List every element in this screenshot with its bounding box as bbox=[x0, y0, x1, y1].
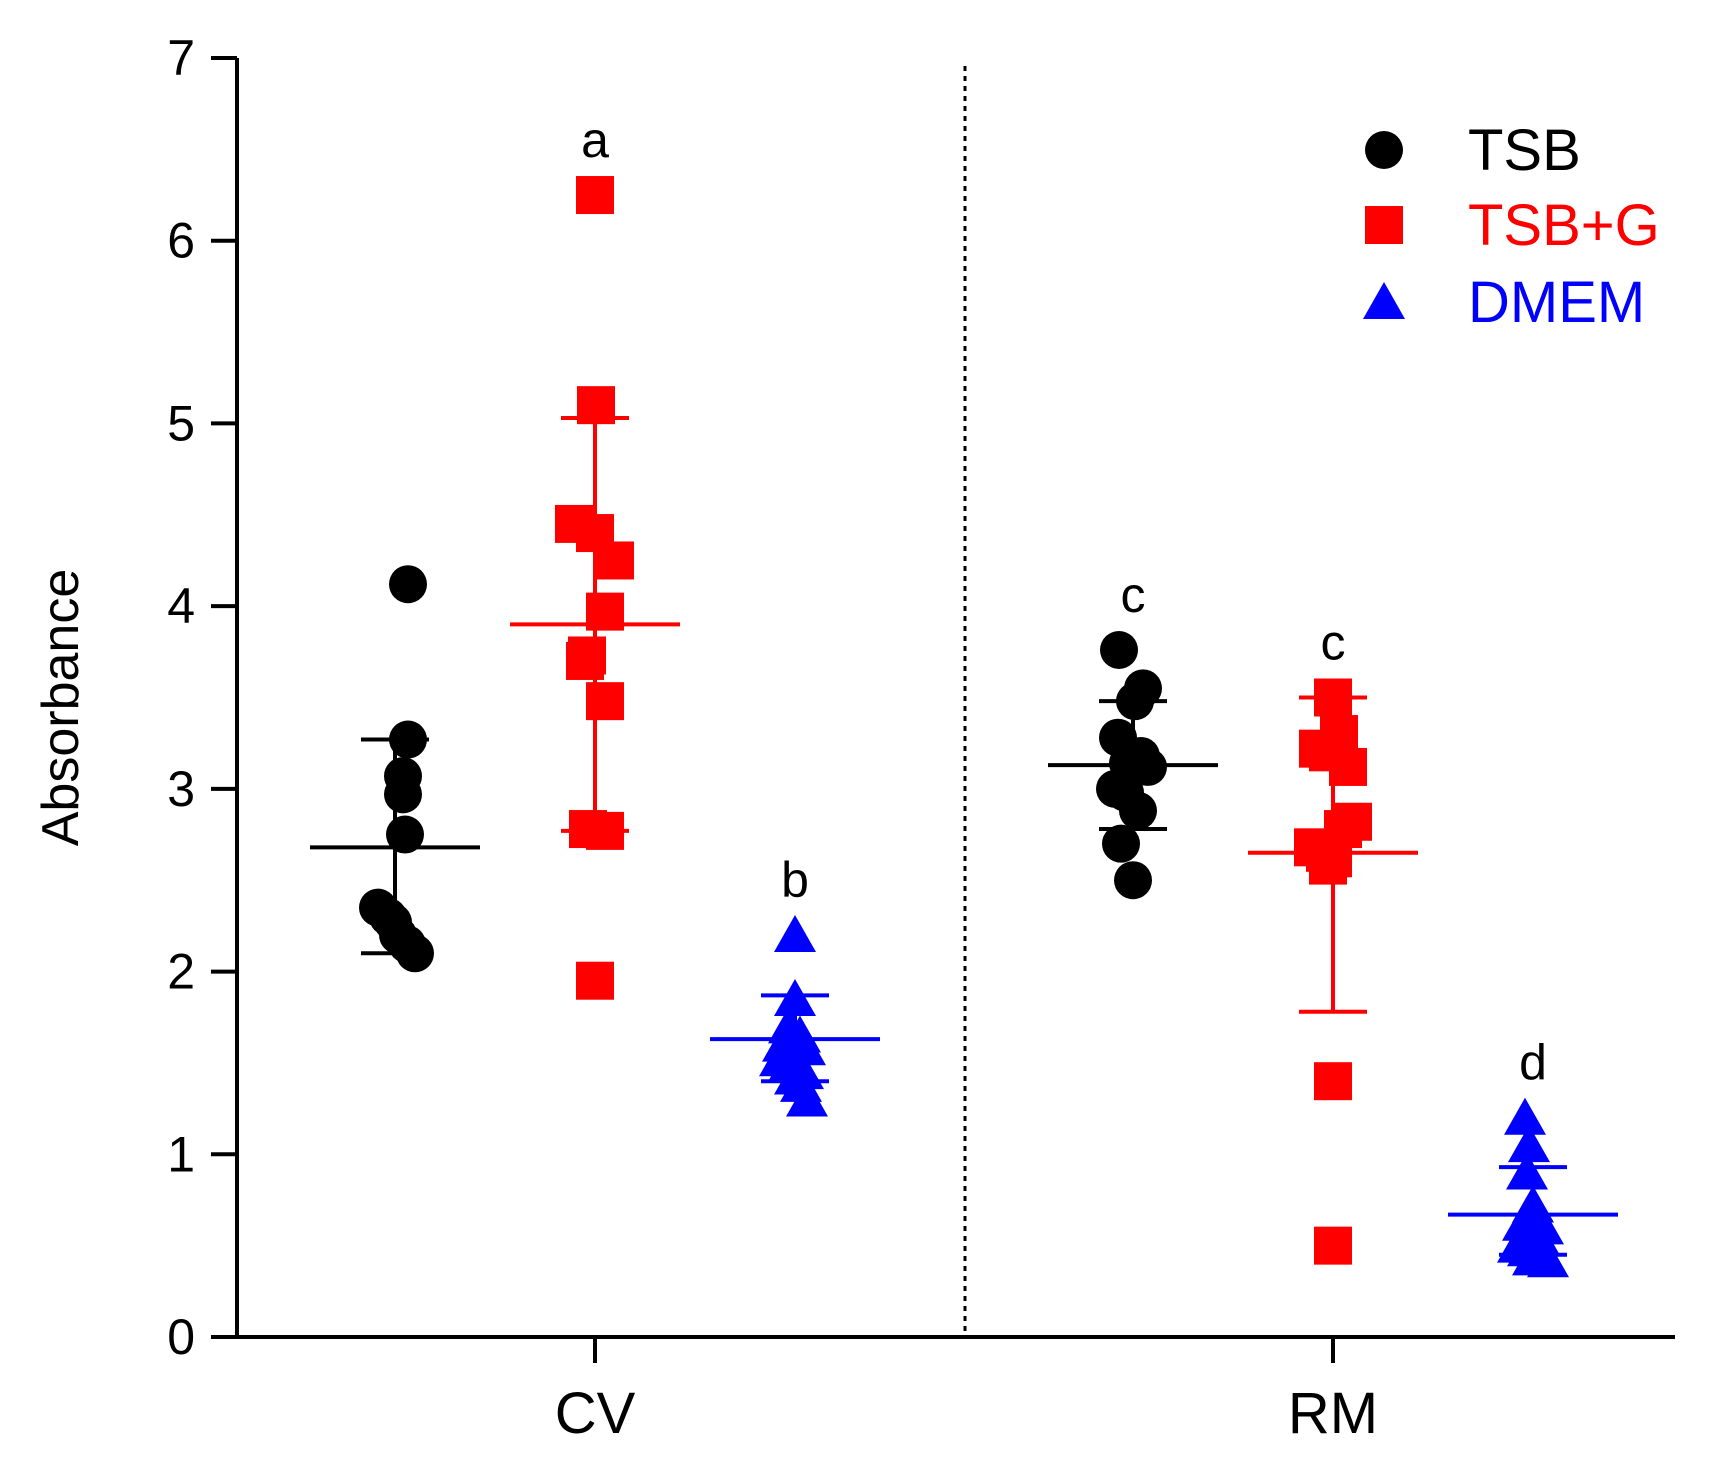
series-tsb-rm-sig-label: c bbox=[1121, 567, 1146, 623]
series-tsb-g-cv-point bbox=[596, 541, 634, 580]
series-tsb-cv-point bbox=[389, 565, 427, 604]
series-dmem-rm-point bbox=[1506, 1152, 1548, 1190]
x-tick-label-cv: CV bbox=[555, 1381, 636, 1446]
series-tsb-g-cv-sig-label: a bbox=[581, 112, 609, 168]
series-tsb-g-rm-point bbox=[1314, 1062, 1352, 1101]
data-marks: c a c b d bbox=[310, 112, 1618, 1278]
series-tsb-g-cv-point bbox=[576, 961, 614, 1000]
y-tick-label: 1 bbox=[167, 1126, 195, 1182]
legend-marker-dmem bbox=[1363, 282, 1405, 319]
legend-marker-tsb bbox=[1365, 131, 1403, 169]
series-dmem-cv-sig-label: b bbox=[781, 852, 809, 908]
series-dmem-rm-point bbox=[1504, 1097, 1546, 1135]
y-tick-label: 3 bbox=[167, 761, 195, 817]
y-tick-label: 4 bbox=[167, 578, 195, 634]
legend-label-tsb: TSB bbox=[1468, 118, 1581, 183]
series-tsb-g-rm-point bbox=[1329, 747, 1367, 786]
series-dmem-rm-sig-label: d bbox=[1519, 1035, 1547, 1091]
series-tsb-g-cv-point bbox=[566, 641, 604, 680]
y-tick-label: 7 bbox=[167, 30, 195, 86]
legend: TSB TSB+G DMEM bbox=[1363, 118, 1660, 335]
series-tsb-rm-point bbox=[1114, 861, 1152, 900]
y-tick-label: 0 bbox=[167, 1309, 195, 1365]
y-tick-label: 6 bbox=[167, 213, 195, 269]
legend-label-dmem: DMEM bbox=[1468, 270, 1645, 335]
series-tsb-g-cv-point bbox=[576, 176, 614, 215]
legend-marker-tsb-g bbox=[1365, 206, 1403, 244]
series-dmem-cv-point bbox=[786, 1079, 828, 1117]
y-tick-label: 5 bbox=[167, 395, 195, 451]
series-tsb-g-rm-sig-label: c bbox=[1321, 615, 1346, 671]
y-axis-label: Absorbance bbox=[32, 569, 90, 847]
series-dmem-cv-point bbox=[774, 915, 816, 953]
x-tick-label-rm: RM bbox=[1288, 1381, 1378, 1446]
series-dmem-rm-point bbox=[1508, 1125, 1550, 1163]
axes: 0 1 2 3 4 5 6 7 Absorbance CV RM bbox=[32, 30, 1675, 1446]
series-dmem-rm-point bbox=[1527, 1240, 1569, 1278]
legend-label-tsb-g: TSB+G bbox=[1468, 193, 1660, 258]
series-tsb-g-cv-point bbox=[586, 682, 624, 721]
series-tsb-g-rm-point bbox=[1314, 1226, 1352, 1265]
y-tick-label: 2 bbox=[167, 944, 195, 1000]
series-tsb-rm-point bbox=[1100, 630, 1138, 669]
series-tsb-cv-point bbox=[384, 775, 422, 814]
series-tsb-rm-point bbox=[1102, 824, 1140, 863]
series-tsb-rm-point bbox=[1119, 791, 1157, 830]
